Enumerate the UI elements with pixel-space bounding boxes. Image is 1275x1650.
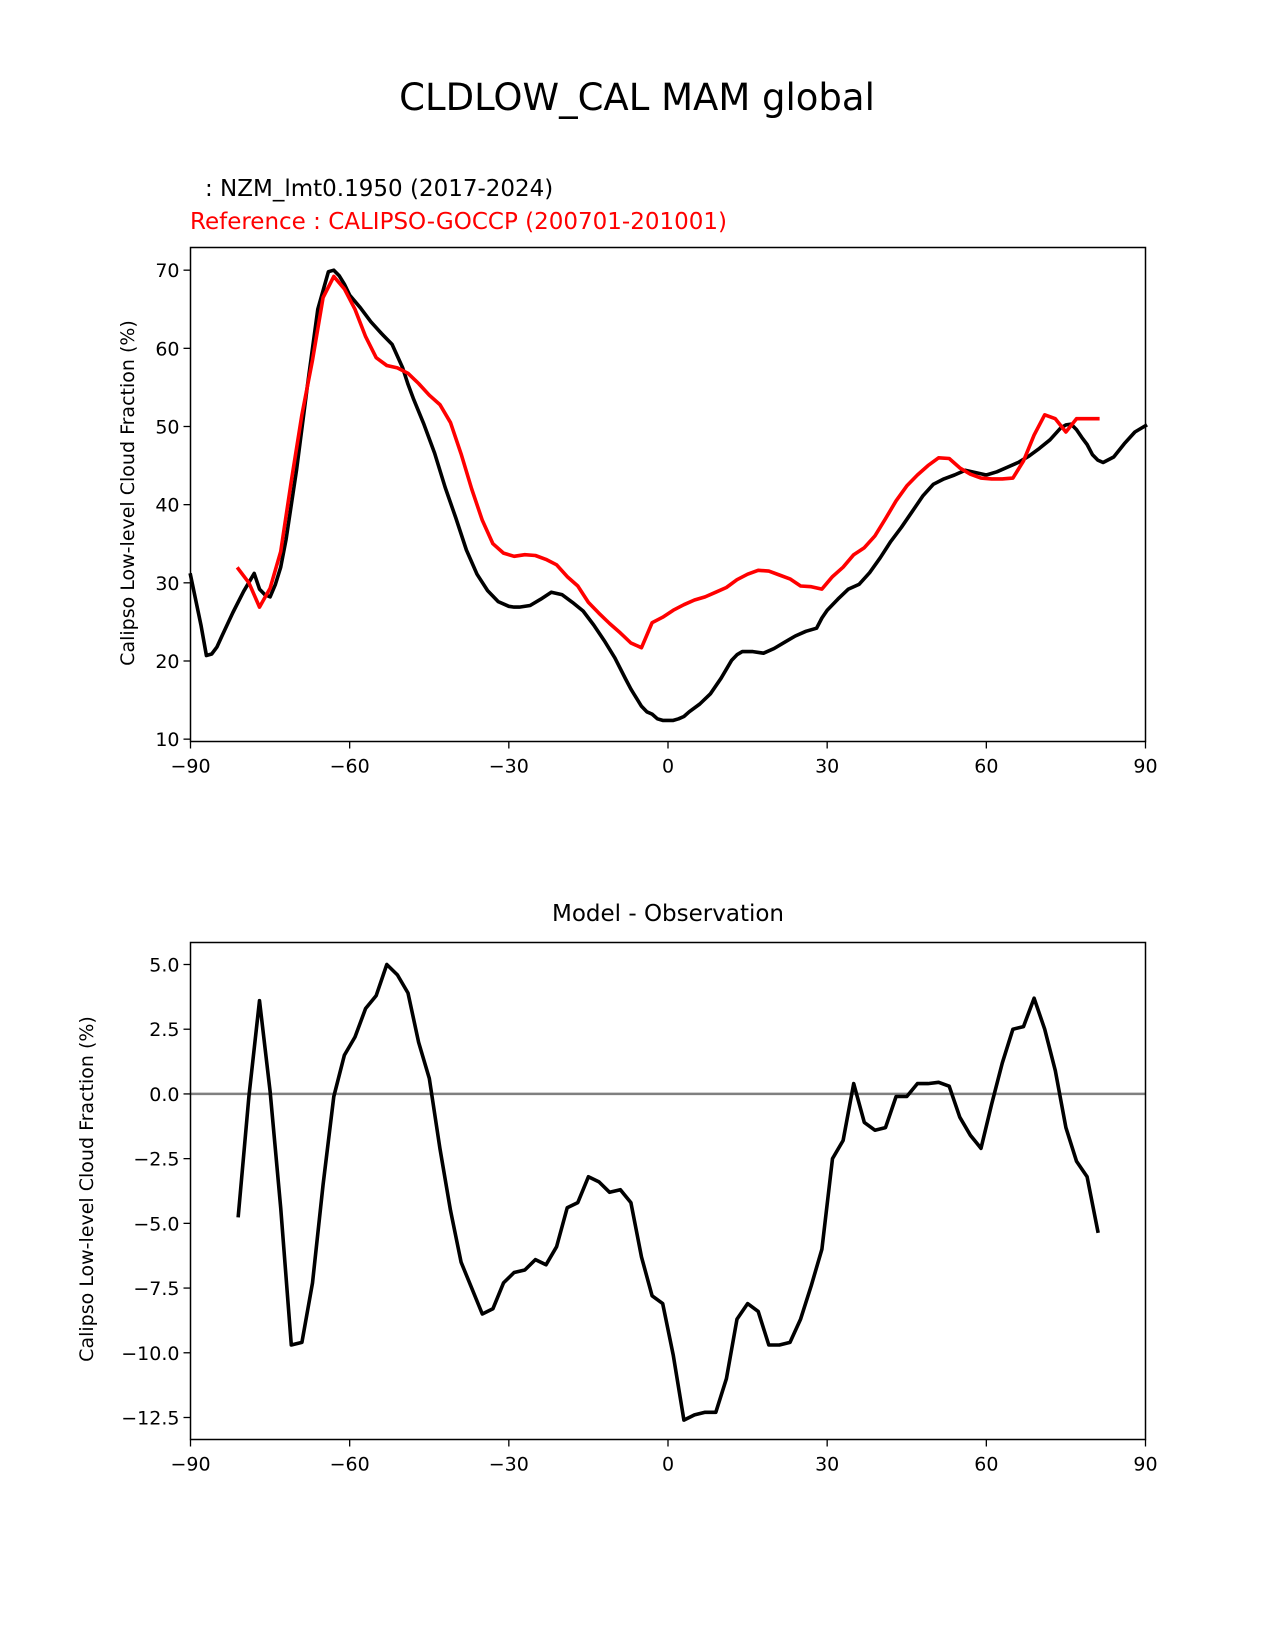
bottom-panel-ytick-label: 0.0 xyxy=(149,1084,179,1106)
bottom-panel-ytick-label: −7.5 xyxy=(133,1278,179,1300)
top-panel-series xyxy=(188,268,1148,723)
top-panel-ytick-label: 50 xyxy=(155,416,179,438)
bottom-panel-xtick-label: 0 xyxy=(662,1454,674,1476)
figure-suptitle: CLDLOW_CAL MAM global xyxy=(399,76,875,119)
top-panel-title-model: : NZM_lmt0.1950 (2017-2024) xyxy=(205,176,553,202)
top-panel-xtick-label: 90 xyxy=(1133,756,1157,778)
top-panel-ytick-label: 60 xyxy=(155,338,179,360)
top-panel-xtick-label: 60 xyxy=(974,756,998,778)
bottom-panel-ticks: −90 −60 −30 0 30 60 90 5.0 2.5 0.0 −2.5 −5.0 −7.5 −10… xyxy=(121,955,1157,1476)
bottom-panel-xtick-label: 60 xyxy=(974,1454,998,1476)
bottom-panel-xtick-label: −60 xyxy=(330,1454,370,1476)
top-panel-ticks: −90 −60 −30 0 30 60 90 10 20 30 40 50 60 70 xyxy=(155,260,1157,777)
bottom-panel-ytick-label: −5.0 xyxy=(133,1213,179,1235)
top-panel-ytick-label: 10 xyxy=(155,729,179,751)
top-panel-frame xyxy=(189,246,1147,743)
bottom-panel-ytick-label: −12.5 xyxy=(121,1407,179,1429)
bottom-panel-xtick-label: 90 xyxy=(1133,1454,1157,1476)
top-panel-ytick-label: 20 xyxy=(155,651,179,673)
bottom-panel-xtick-label: 30 xyxy=(815,1454,839,1476)
difference-series-line xyxy=(236,962,1100,1422)
top-panel-xtick-label: −30 xyxy=(489,756,529,778)
bottom-panel-ylabel: Calipso Low-level Cloud Fraction (%) xyxy=(76,1016,98,1362)
top-panel-xtick-label: 0 xyxy=(662,756,674,778)
bottom-panel-frame xyxy=(189,941,1147,1441)
bottom-panel: Model - Observation Calipso Low-level Cl… xyxy=(76,901,1158,1476)
bottom-panel-xtick-label: −90 xyxy=(170,1454,210,1476)
top-panel-title-reference: Reference : CALIPSO-GOCCP (200701-201001… xyxy=(190,209,727,235)
bottom-panel-ytick-label: 5.0 xyxy=(149,955,179,977)
bottom-panel-series xyxy=(190,962,1146,1422)
top-panel-ytick-label: 30 xyxy=(155,573,179,595)
top-panel: : NZM_lmt0.1950 (2017-2024) Reference : … xyxy=(117,176,1158,778)
top-panel-ytick-label: 70 xyxy=(155,260,179,282)
top-panel-ylabel: Calipso Low-level Cloud Fraction (%) xyxy=(117,320,139,666)
bottom-panel-xtick-label: −30 xyxy=(489,1454,529,1476)
top-panel-xtick-label: −90 xyxy=(170,756,210,778)
top-panel-ytick-label: 40 xyxy=(155,495,179,517)
model-series-line xyxy=(188,268,1148,723)
bottom-panel-ytick-label: −10.0 xyxy=(121,1343,179,1365)
top-panel-xtick-label: 30 xyxy=(815,756,839,778)
top-panel-xtick-label: −60 xyxy=(330,756,370,778)
bottom-panel-title: Model - Observation xyxy=(552,901,784,927)
bottom-panel-ytick-label: 2.5 xyxy=(149,1019,179,1041)
bottom-panel-ytick-label: −2.5 xyxy=(133,1149,179,1171)
reference-series-line xyxy=(235,274,1100,650)
